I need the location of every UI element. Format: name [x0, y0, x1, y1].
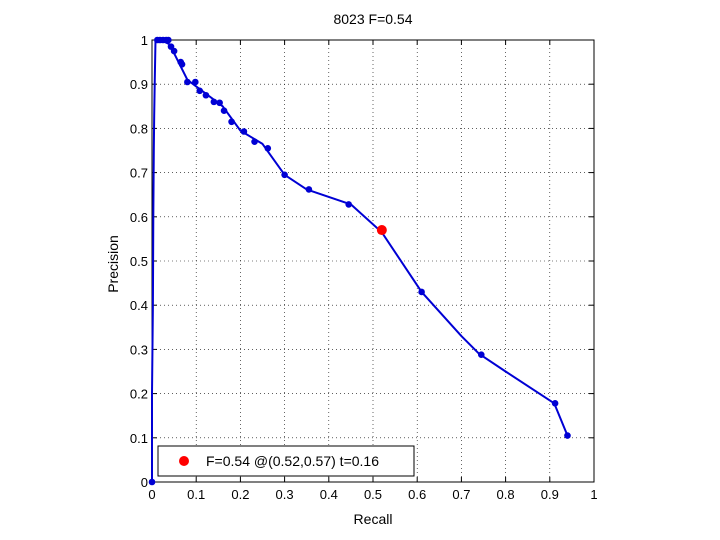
- y-tick-label: 0.4: [130, 298, 148, 313]
- y-tick-label: 0.2: [130, 387, 148, 402]
- data-point: [564, 432, 571, 439]
- x-tick-label: 0.6: [408, 487, 426, 502]
- data-point: [228, 118, 235, 126]
- data-point: [240, 128, 248, 135]
- y-tick-labels: 0 0.1 0.2 0.3 0.4 0.5 0.6 0.7 0.8 0.9 1: [130, 33, 148, 490]
- legend-label: F=0.54 @(0.52,0.57) t=0.16: [206, 453, 379, 469]
- axis-ticks: [151, 39, 595, 483]
- data-point: [418, 288, 425, 296]
- data-point: [305, 186, 313, 193]
- data-point: [184, 78, 191, 86]
- data-point: [178, 61, 186, 68]
- x-tick-label: 0.2: [231, 487, 249, 502]
- y-tick-label: 0.5: [130, 254, 148, 269]
- data-point: [551, 400, 559, 407]
- y-tick-label: 0.1: [130, 431, 148, 446]
- data-point: [202, 91, 210, 99]
- x-tick-label: 0.8: [497, 487, 515, 502]
- data-point: [345, 201, 352, 208]
- data-point: [192, 78, 199, 86]
- data-point: [281, 171, 288, 179]
- data-point: [264, 144, 272, 152]
- data-point-markers: [148, 36, 571, 486]
- grid-lines: [152, 40, 594, 482]
- data-point: [210, 98, 218, 106]
- x-tick-labels: 0 0.1 0.2 0.3 0.4 0.5 0.6 0.7 0.8 0.9 1: [148, 487, 597, 502]
- legend: F=0.54 @(0.52,0.57) t=0.16: [157, 445, 415, 477]
- data-point: [216, 99, 223, 107]
- x-tick-label: 0.5: [364, 487, 382, 502]
- y-tick-label: 1: [141, 33, 148, 48]
- x-tick-label: 1: [590, 487, 597, 502]
- y-tick-label: 0.7: [130, 166, 148, 181]
- data-point: [220, 107, 228, 115]
- y-tick-label: 0.8: [130, 121, 148, 136]
- x-tick-label: 0: [148, 487, 155, 502]
- y-tick-label: 0.9: [130, 77, 148, 92]
- best-f-point: [376, 225, 387, 236]
- y-tick-label: 0.3: [130, 342, 148, 357]
- data-point: [477, 351, 485, 359]
- x-tick-label: 0.9: [541, 487, 559, 502]
- y-tick-label: 0: [141, 475, 148, 490]
- data-point: [196, 87, 204, 95]
- data-point: [165, 36, 172, 44]
- chart-title: 8023 F=0.54: [333, 11, 412, 27]
- x-tick-label: 0.7: [452, 487, 470, 502]
- x-tick-label: 0.3: [276, 487, 294, 502]
- x-axis-label: Recall: [354, 511, 393, 527]
- y-axis-label: Precision: [105, 235, 121, 293]
- x-tick-label: 0.4: [320, 487, 338, 502]
- legend-box: [157, 445, 415, 477]
- y-tick-label: 0.6: [130, 210, 148, 225]
- x-tick-label: 0.1: [187, 487, 205, 502]
- data-point: [251, 138, 258, 145]
- legend-marker: [179, 456, 189, 466]
- data-point: [170, 47, 178, 55]
- data-point: [148, 478, 156, 486]
